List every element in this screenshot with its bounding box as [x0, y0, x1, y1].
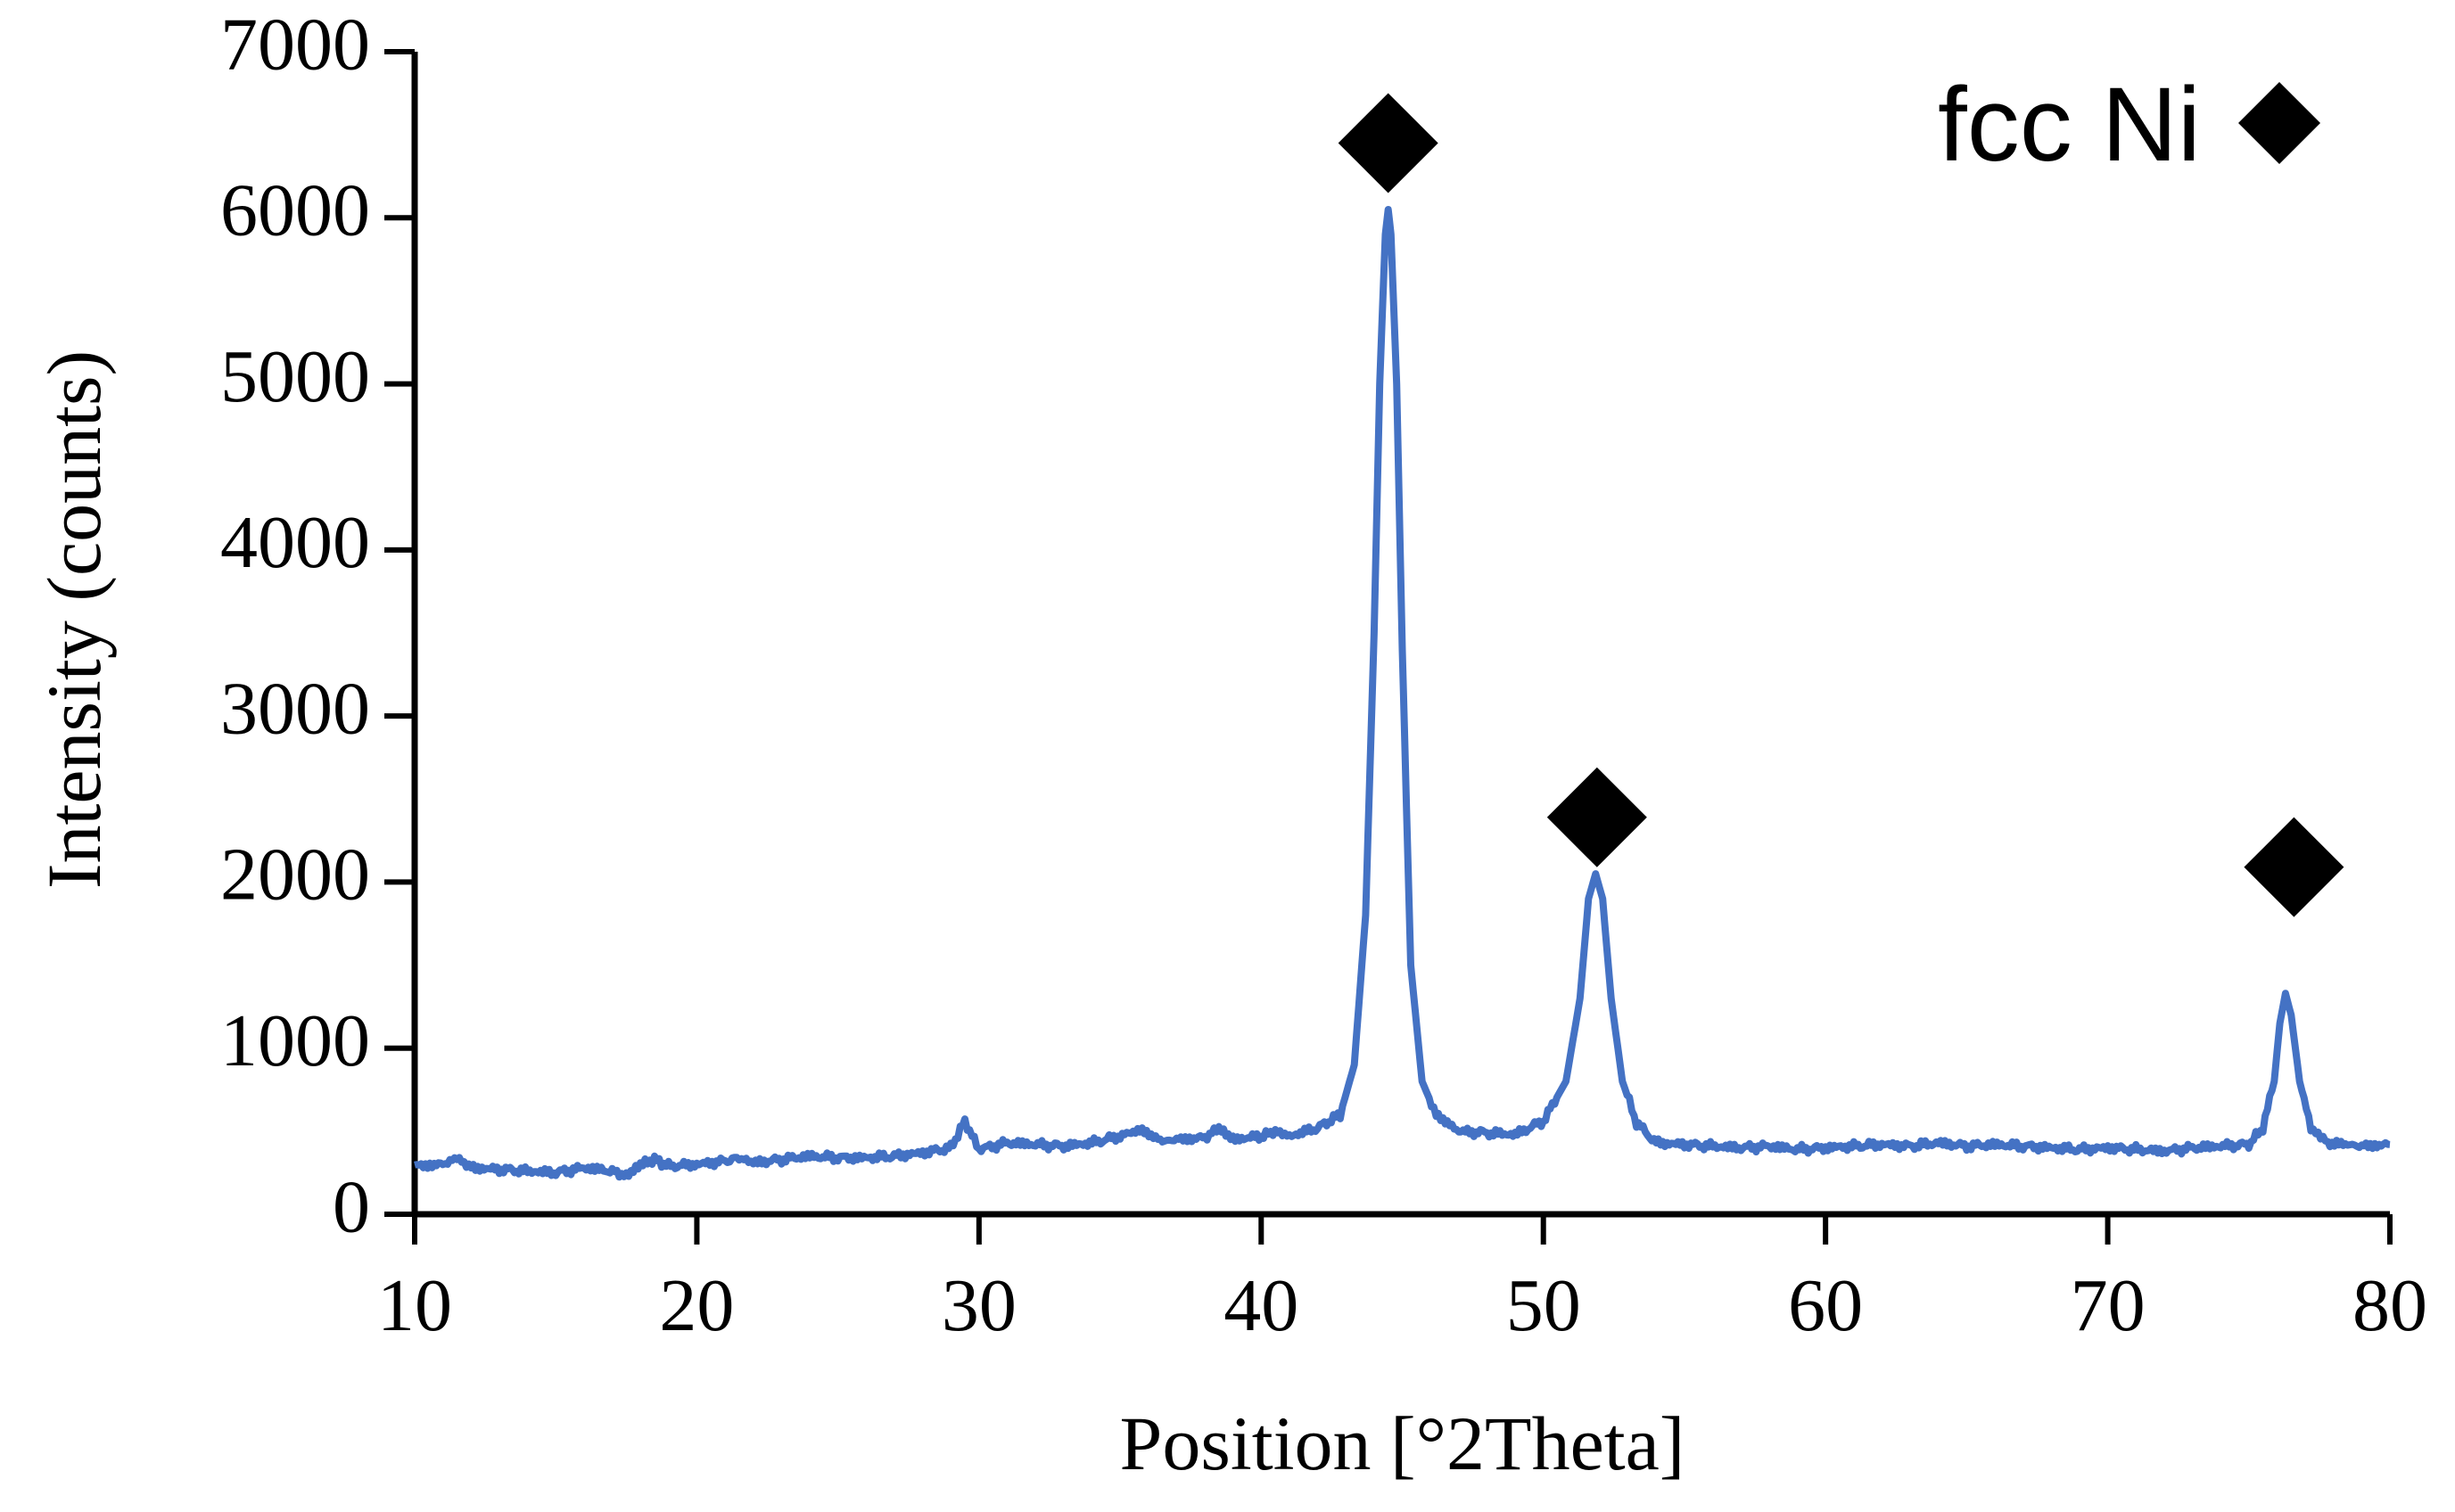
y-axis-label: Intensity (counts): [31, 350, 117, 889]
y-tick-label: 7000: [220, 3, 370, 86]
peak-marker-diamond-icon: [1338, 93, 1438, 193]
peak-markers: [1338, 93, 2344, 917]
y-tick-label: 1000: [220, 999, 370, 1082]
x-tick-label: 20: [659, 1264, 734, 1347]
x-axis-ticks: 10 20 30 40 50 60 70 80: [377, 1214, 2427, 1347]
x-tick-label: 60: [1788, 1264, 1863, 1347]
y-tick-label: 5000: [220, 335, 370, 418]
x-tick-label: 80: [2352, 1264, 2427, 1347]
y-tick-label: 6000: [220, 169, 370, 252]
y-tick-label: 3000: [220, 667, 370, 750]
series-line-xrd-pattern: [413, 206, 2392, 1181]
legend: fcc Ni: [1938, 66, 2320, 184]
x-axis-label: Position [°2Theta]: [1120, 1401, 1685, 1486]
y-axis-ticks: 0 1000 2000 3000 4000 5000 6000 7000: [220, 3, 415, 1248]
legend-label: fcc Ni: [1938, 66, 2201, 184]
peak-marker-diamond-icon: [2244, 817, 2344, 917]
peak-marker-diamond-icon: [1546, 767, 1647, 867]
x-tick-label: 50: [1506, 1264, 1581, 1347]
y-tick-label: 2000: [220, 834, 370, 916]
x-tick-label: 70: [2071, 1264, 2146, 1347]
x-tick-label: 30: [942, 1264, 1017, 1347]
x-tick-label: 10: [377, 1264, 452, 1347]
y-tick-label: 4000: [220, 501, 370, 584]
y-tick-label: 0: [333, 1165, 370, 1248]
legend-diamond-icon: [2238, 82, 2320, 164]
x-tick-label: 40: [1223, 1264, 1298, 1347]
